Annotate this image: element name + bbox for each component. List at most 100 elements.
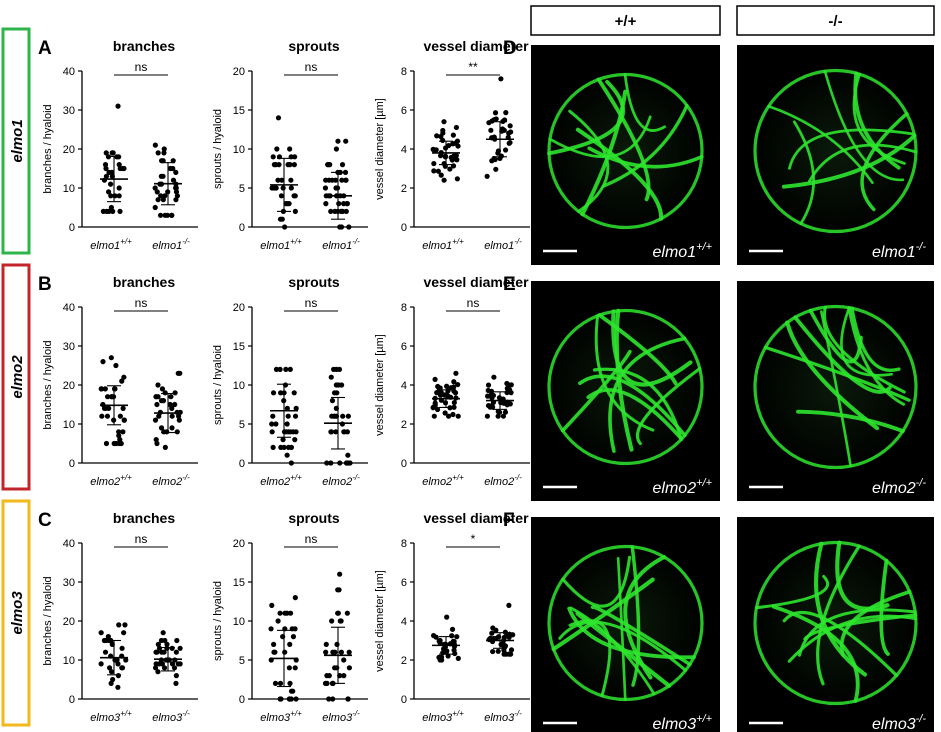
gene-label: elmo2: [9, 355, 26, 399]
data-point: [108, 193, 114, 199]
vessel-segment: [548, 115, 652, 159]
significance-label: ns: [135, 296, 148, 310]
data-point: [431, 160, 437, 167]
y-axis-label: vessel diameter [µm]: [374, 570, 386, 672]
data-point: [160, 398, 167, 404]
data-point: [329, 177, 335, 183]
vessel-rim: [753, 540, 918, 706]
data-point: [271, 641, 277, 648]
data-point: [450, 163, 457, 169]
microscopy-image: elmo2+/+: [531, 281, 720, 501]
y-tick-label: 6: [401, 105, 407, 117]
data-point: [116, 193, 122, 199]
data-point: [113, 362, 119, 369]
data-point: [277, 390, 284, 396]
y-tick-label: 0: [239, 694, 245, 706]
data-point: [440, 127, 446, 134]
data-point: [293, 696, 299, 702]
data-point: [175, 370, 181, 376]
data-point: [116, 622, 122, 628]
data-point: [277, 366, 283, 372]
vessel-segment: [847, 306, 906, 406]
data-point: [341, 657, 347, 663]
data-point: [493, 116, 499, 122]
data-point: [117, 413, 123, 419]
data-point: [286, 665, 292, 671]
y-tick-label: 40: [63, 538, 75, 550]
y-tick-label: 5: [239, 419, 245, 431]
data-point: [175, 413, 182, 419]
data-point: [177, 645, 183, 651]
data-point: [292, 208, 298, 214]
panel-letter: E: [503, 274, 516, 295]
data-point: [167, 401, 173, 408]
y-axis-label: branches / hyaloid: [42, 340, 54, 429]
x-tick-label: elmo2-/-: [152, 473, 190, 488]
data-point: [273, 162, 279, 168]
data-point: [283, 366, 289, 372]
data-point: [287, 366, 293, 372]
x-tick-label: elmo3-/-: [484, 709, 522, 724]
significance-label: *: [471, 532, 476, 546]
data-point: [160, 173, 166, 179]
data-point: [168, 394, 174, 400]
data-point: [115, 673, 121, 679]
data-point: [333, 429, 339, 435]
vessel-segment: [596, 77, 651, 202]
data-point: [282, 224, 288, 230]
data-point: [454, 157, 460, 163]
data-point: [343, 138, 349, 144]
gene-label: elmo3: [9, 591, 26, 635]
data-point: [447, 166, 453, 172]
data-point: [169, 413, 175, 419]
data-point: [449, 633, 455, 639]
x-tick-label: elmo1-/-: [152, 237, 190, 252]
panel-letter: F: [503, 510, 515, 531]
x-tick-label: elmo1-/-: [484, 237, 522, 252]
genotype-headers: +/+ -/-: [530, 5, 935, 36]
data-point: [117, 208, 123, 214]
data-point: [337, 460, 343, 466]
y-tick-label: 5: [239, 183, 245, 195]
data-point: [441, 177, 447, 183]
y-tick-label: 8: [401, 66, 407, 78]
vessel-segment: [592, 367, 683, 442]
y-axis-label: sprouts / hyaloid: [212, 109, 224, 189]
data-point: [98, 630, 104, 636]
data-point: [287, 146, 293, 152]
data-point: [174, 193, 181, 199]
data-point: [433, 634, 439, 640]
data-point: [325, 162, 332, 168]
data-point: [109, 150, 115, 156]
y-tick-label: 10: [233, 616, 245, 628]
image-label: elmo1-/-: [872, 241, 926, 261]
data-point: [279, 216, 285, 222]
data-point: [277, 680, 284, 687]
data-point: [292, 595, 298, 601]
data-point: [116, 185, 122, 191]
data-point: [506, 130, 512, 136]
group-0: [98, 355, 128, 447]
data-point: [169, 425, 175, 431]
image-label: elmo2-/-: [872, 477, 926, 497]
data-point: [323, 641, 329, 648]
data-point: [161, 146, 167, 152]
data-point: [286, 696, 292, 702]
data-point: [278, 696, 284, 702]
data-point: [273, 366, 280, 372]
data-point: [292, 413, 299, 419]
chart-title: vessel diameter: [423, 274, 529, 290]
data-point: [174, 637, 180, 644]
data-point: [451, 399, 457, 406]
chart-sprouts: sprouts sprouts / hyaloid 0 5 10 15 20 ns elmo1+…: [212, 38, 368, 252]
data-point: [104, 208, 110, 214]
data-point: [106, 665, 113, 671]
data-point: [274, 146, 280, 152]
y-axis-label: sprouts / hyaloid: [212, 345, 224, 425]
x-tick-label: elmo3-/-: [152, 709, 190, 724]
data-point: [489, 630, 495, 636]
data-point: [451, 641, 457, 648]
data-point: [173, 169, 179, 175]
y-tick-label: 30: [63, 577, 75, 589]
